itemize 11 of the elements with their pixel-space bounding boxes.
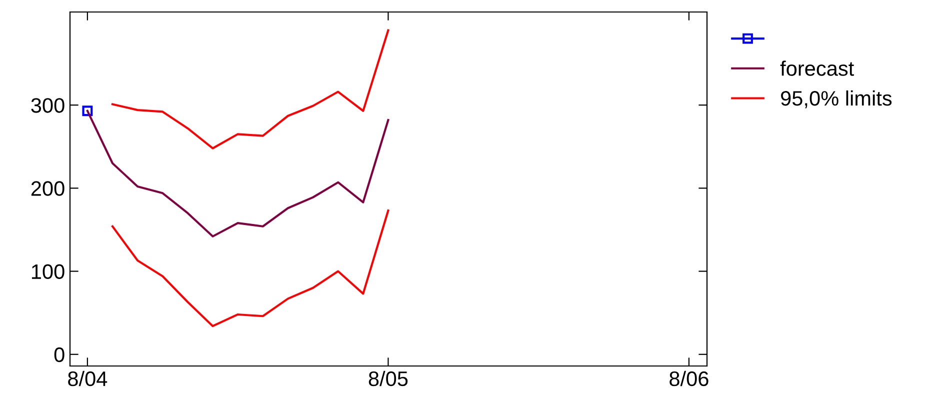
y-tick-label: 100 — [32, 264, 64, 280]
line-series — [111, 210, 390, 328]
y-tick-label: 300 — [31, 98, 64, 113]
legend-label: forecast — [780, 60, 854, 76]
x-tick-label: 8/06 — [670, 370, 708, 386]
line-series — [111, 29, 390, 150]
legend-label: 95,0% limits — [781, 90, 892, 108]
y-tick-label: 200 — [31, 181, 64, 196]
y-tick-label: 0 — [54, 347, 64, 362]
x-tick-label: 8/04 — [68, 370, 108, 386]
x-tick-label: 8/05 — [368, 370, 408, 386]
